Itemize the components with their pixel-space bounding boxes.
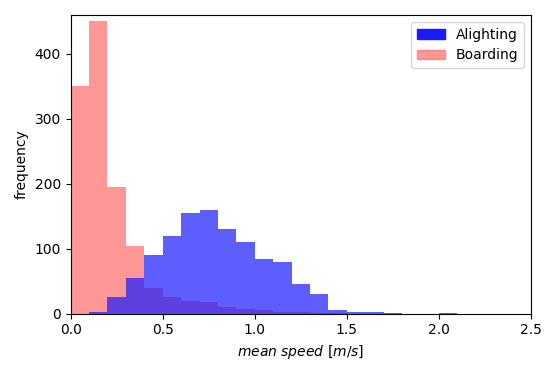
Bar <box>181 213 199 314</box>
Bar <box>365 312 384 314</box>
Bar <box>144 255 163 314</box>
Bar <box>255 311 273 314</box>
Legend: Alighting, Boarding: Alighting, Boarding <box>412 22 524 68</box>
Bar <box>273 262 292 314</box>
Bar <box>310 313 329 314</box>
Bar <box>384 313 402 314</box>
Bar <box>163 236 181 314</box>
Y-axis label: frequency: frequency <box>15 129 29 199</box>
Bar <box>108 297 126 314</box>
Bar <box>89 312 108 314</box>
Bar <box>126 278 144 314</box>
Bar <box>292 285 310 314</box>
Bar <box>292 312 310 314</box>
Bar <box>218 307 236 314</box>
Bar <box>163 297 181 314</box>
Bar <box>108 187 126 314</box>
Bar <box>144 288 163 314</box>
Bar <box>126 246 144 314</box>
Bar <box>273 312 292 314</box>
Bar <box>329 311 347 314</box>
Bar <box>218 229 236 314</box>
Bar <box>329 313 347 314</box>
Bar <box>347 312 365 314</box>
Bar <box>71 86 89 314</box>
Bar <box>439 313 457 314</box>
Bar <box>236 309 255 314</box>
Bar <box>181 301 199 314</box>
Bar <box>199 302 218 314</box>
Bar <box>255 259 273 314</box>
Bar <box>310 294 329 314</box>
Bar <box>199 210 218 314</box>
X-axis label: mean speed $[m/s]$: mean speed $[m/s]$ <box>237 343 364 361</box>
Bar <box>89 21 108 314</box>
Bar <box>236 242 255 314</box>
